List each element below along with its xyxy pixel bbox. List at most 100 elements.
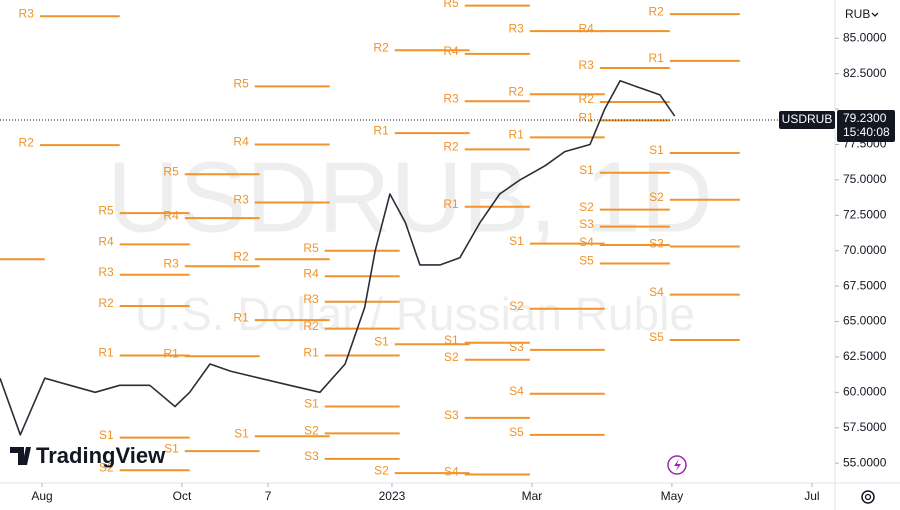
events-bolt[interactable] bbox=[674, 459, 681, 471]
pivot-label: S1 bbox=[99, 428, 114, 442]
pivot-label: R2 bbox=[233, 249, 249, 263]
pivot-label: S3 bbox=[304, 449, 319, 463]
pivot-label: S1 bbox=[579, 163, 594, 177]
pivot-label: R1 bbox=[508, 128, 524, 142]
pivot-label: R3 bbox=[163, 256, 179, 270]
pivot-label: R4 bbox=[303, 266, 319, 280]
x-tick-label: Jul bbox=[804, 489, 819, 503]
pivot-label: R2 bbox=[373, 40, 389, 54]
x-tick-label: Mar bbox=[522, 489, 543, 503]
pivot-label: S4 bbox=[444, 465, 459, 479]
pivot-label: S4 bbox=[579, 235, 594, 249]
x-tick-label: Aug bbox=[31, 489, 52, 503]
pivot-label: S3 bbox=[579, 217, 594, 231]
pivot-label: R5 bbox=[98, 203, 114, 217]
settings-gear[interactable] bbox=[861, 490, 875, 504]
price-tag-countdown: 15:40:08 bbox=[843, 125, 890, 139]
y-tick-label: 77.5000 bbox=[843, 137, 887, 151]
price-tag bbox=[837, 109, 895, 142]
y-tick-label: 65.0000 bbox=[843, 314, 887, 328]
logo-text: TradingView bbox=[36, 443, 166, 468]
pivot-label: R3 bbox=[578, 58, 594, 72]
symbol-tag bbox=[779, 110, 835, 129]
pivot-label: R5 bbox=[163, 164, 179, 178]
settings-hub[interactable] bbox=[864, 493, 872, 501]
logo-mark bbox=[10, 447, 31, 465]
pivot-label: R3 bbox=[303, 292, 319, 306]
pivot-label: S2 bbox=[444, 350, 459, 364]
pivot-label: S2 bbox=[304, 424, 319, 438]
logo: TradingView bbox=[10, 443, 166, 468]
y-tick-label: 57.5000 bbox=[843, 420, 887, 434]
events-icon[interactable] bbox=[667, 455, 687, 475]
pivot-label: R1 bbox=[98, 346, 114, 360]
pivot-label: S5 bbox=[509, 425, 524, 439]
x-tick-label: Oct bbox=[173, 489, 192, 503]
watermark-group: USDRUB, 1D U.S. Dollar / Russian Ruble bbox=[107, 141, 713, 340]
pivot-label: R1 bbox=[648, 51, 664, 65]
pivot-label: S1 bbox=[649, 143, 664, 157]
pivot-label: R1 bbox=[233, 310, 249, 324]
pivot-label: S3 bbox=[444, 408, 459, 422]
plot-area: R3 R2 R1 R5 R4 R3 R2 R1 S1 S2 R5 R4 R3 R1 S1 R5 R4 R3 R2 R1… bbox=[0, 0, 740, 479]
pivot-label: R2 bbox=[508, 84, 524, 98]
pivot-label: S5 bbox=[649, 330, 664, 344]
y-tick-label: 82.5000 bbox=[843, 66, 887, 80]
pivot-label: R1 bbox=[303, 346, 319, 360]
symbol-tag-text: USDRUB bbox=[782, 112, 833, 126]
pivot-label: R2 bbox=[578, 92, 594, 106]
y-tick-label: 75.0000 bbox=[843, 172, 887, 186]
price-tag-value: 79.2300 bbox=[843, 111, 887, 125]
y-tick-label: 55.0000 bbox=[843, 455, 887, 469]
pivot-label: S2 bbox=[99, 460, 114, 474]
pivot-label: S4 bbox=[649, 285, 664, 299]
pivot-label: R3 bbox=[19, 6, 35, 20]
price-line bbox=[0, 79, 676, 436]
pivot-label: R4 bbox=[98, 235, 114, 249]
pivot-label: R2 bbox=[303, 319, 319, 333]
pivot-label: S2 bbox=[579, 200, 594, 214]
pivot-label: R5 bbox=[443, 0, 459, 10]
x-tick-label: May bbox=[661, 489, 684, 503]
pivot-label: R3 bbox=[98, 265, 114, 279]
y-tick-label: 67.5000 bbox=[843, 278, 887, 292]
pivot-label: R2 bbox=[19, 135, 35, 149]
pivot-label: R5 bbox=[233, 77, 249, 91]
pivot-label: R1 bbox=[443, 197, 459, 211]
pivot-label: R1 bbox=[578, 111, 594, 125]
pivot-label: S1 bbox=[374, 334, 389, 348]
pivot-label: R1 bbox=[373, 123, 389, 137]
currency-caret[interactable] bbox=[871, 12, 879, 17]
y-tick-label: 72.5000 bbox=[843, 207, 887, 221]
currency-selector[interactable]: RUB bbox=[845, 7, 870, 21]
pivot-label: S1 bbox=[509, 234, 524, 248]
pivot-label: R3 bbox=[508, 21, 524, 35]
pivot-label: R4 bbox=[578, 21, 594, 35]
pivot-label: R2 bbox=[648, 4, 664, 18]
pivot-label: R2 bbox=[443, 140, 459, 154]
y-tick-label: 70.0000 bbox=[843, 243, 887, 257]
pivot-label: R3 bbox=[443, 91, 459, 105]
x-tick-label: 7 bbox=[265, 489, 272, 503]
pivot-label: S2 bbox=[374, 463, 389, 477]
pivot-label: S1 bbox=[234, 426, 249, 440]
y-tick-label: 60.0000 bbox=[843, 385, 887, 399]
pivot-label: S4 bbox=[509, 384, 524, 398]
pivot-label: S2 bbox=[649, 190, 664, 204]
pivot-label: S3 bbox=[649, 237, 664, 251]
pivot-label: R2 bbox=[98, 296, 114, 310]
pivot-label: R4 bbox=[233, 135, 249, 149]
pivot-label: S3 bbox=[509, 340, 524, 354]
y-tick-label: 85.0000 bbox=[843, 30, 887, 44]
pivot-label: R4 bbox=[163, 208, 179, 222]
pivot-label: S2 bbox=[509, 299, 524, 313]
pivot-label: S1 bbox=[304, 397, 319, 411]
pivot-label: R3 bbox=[233, 193, 249, 207]
y-tick-label: 62.5000 bbox=[843, 349, 887, 363]
pivot-label: R4 bbox=[443, 44, 459, 58]
pivot-label: R1 bbox=[163, 346, 179, 360]
pivot-label: S1 bbox=[444, 333, 459, 347]
settings-icon[interactable] bbox=[861, 490, 875, 504]
